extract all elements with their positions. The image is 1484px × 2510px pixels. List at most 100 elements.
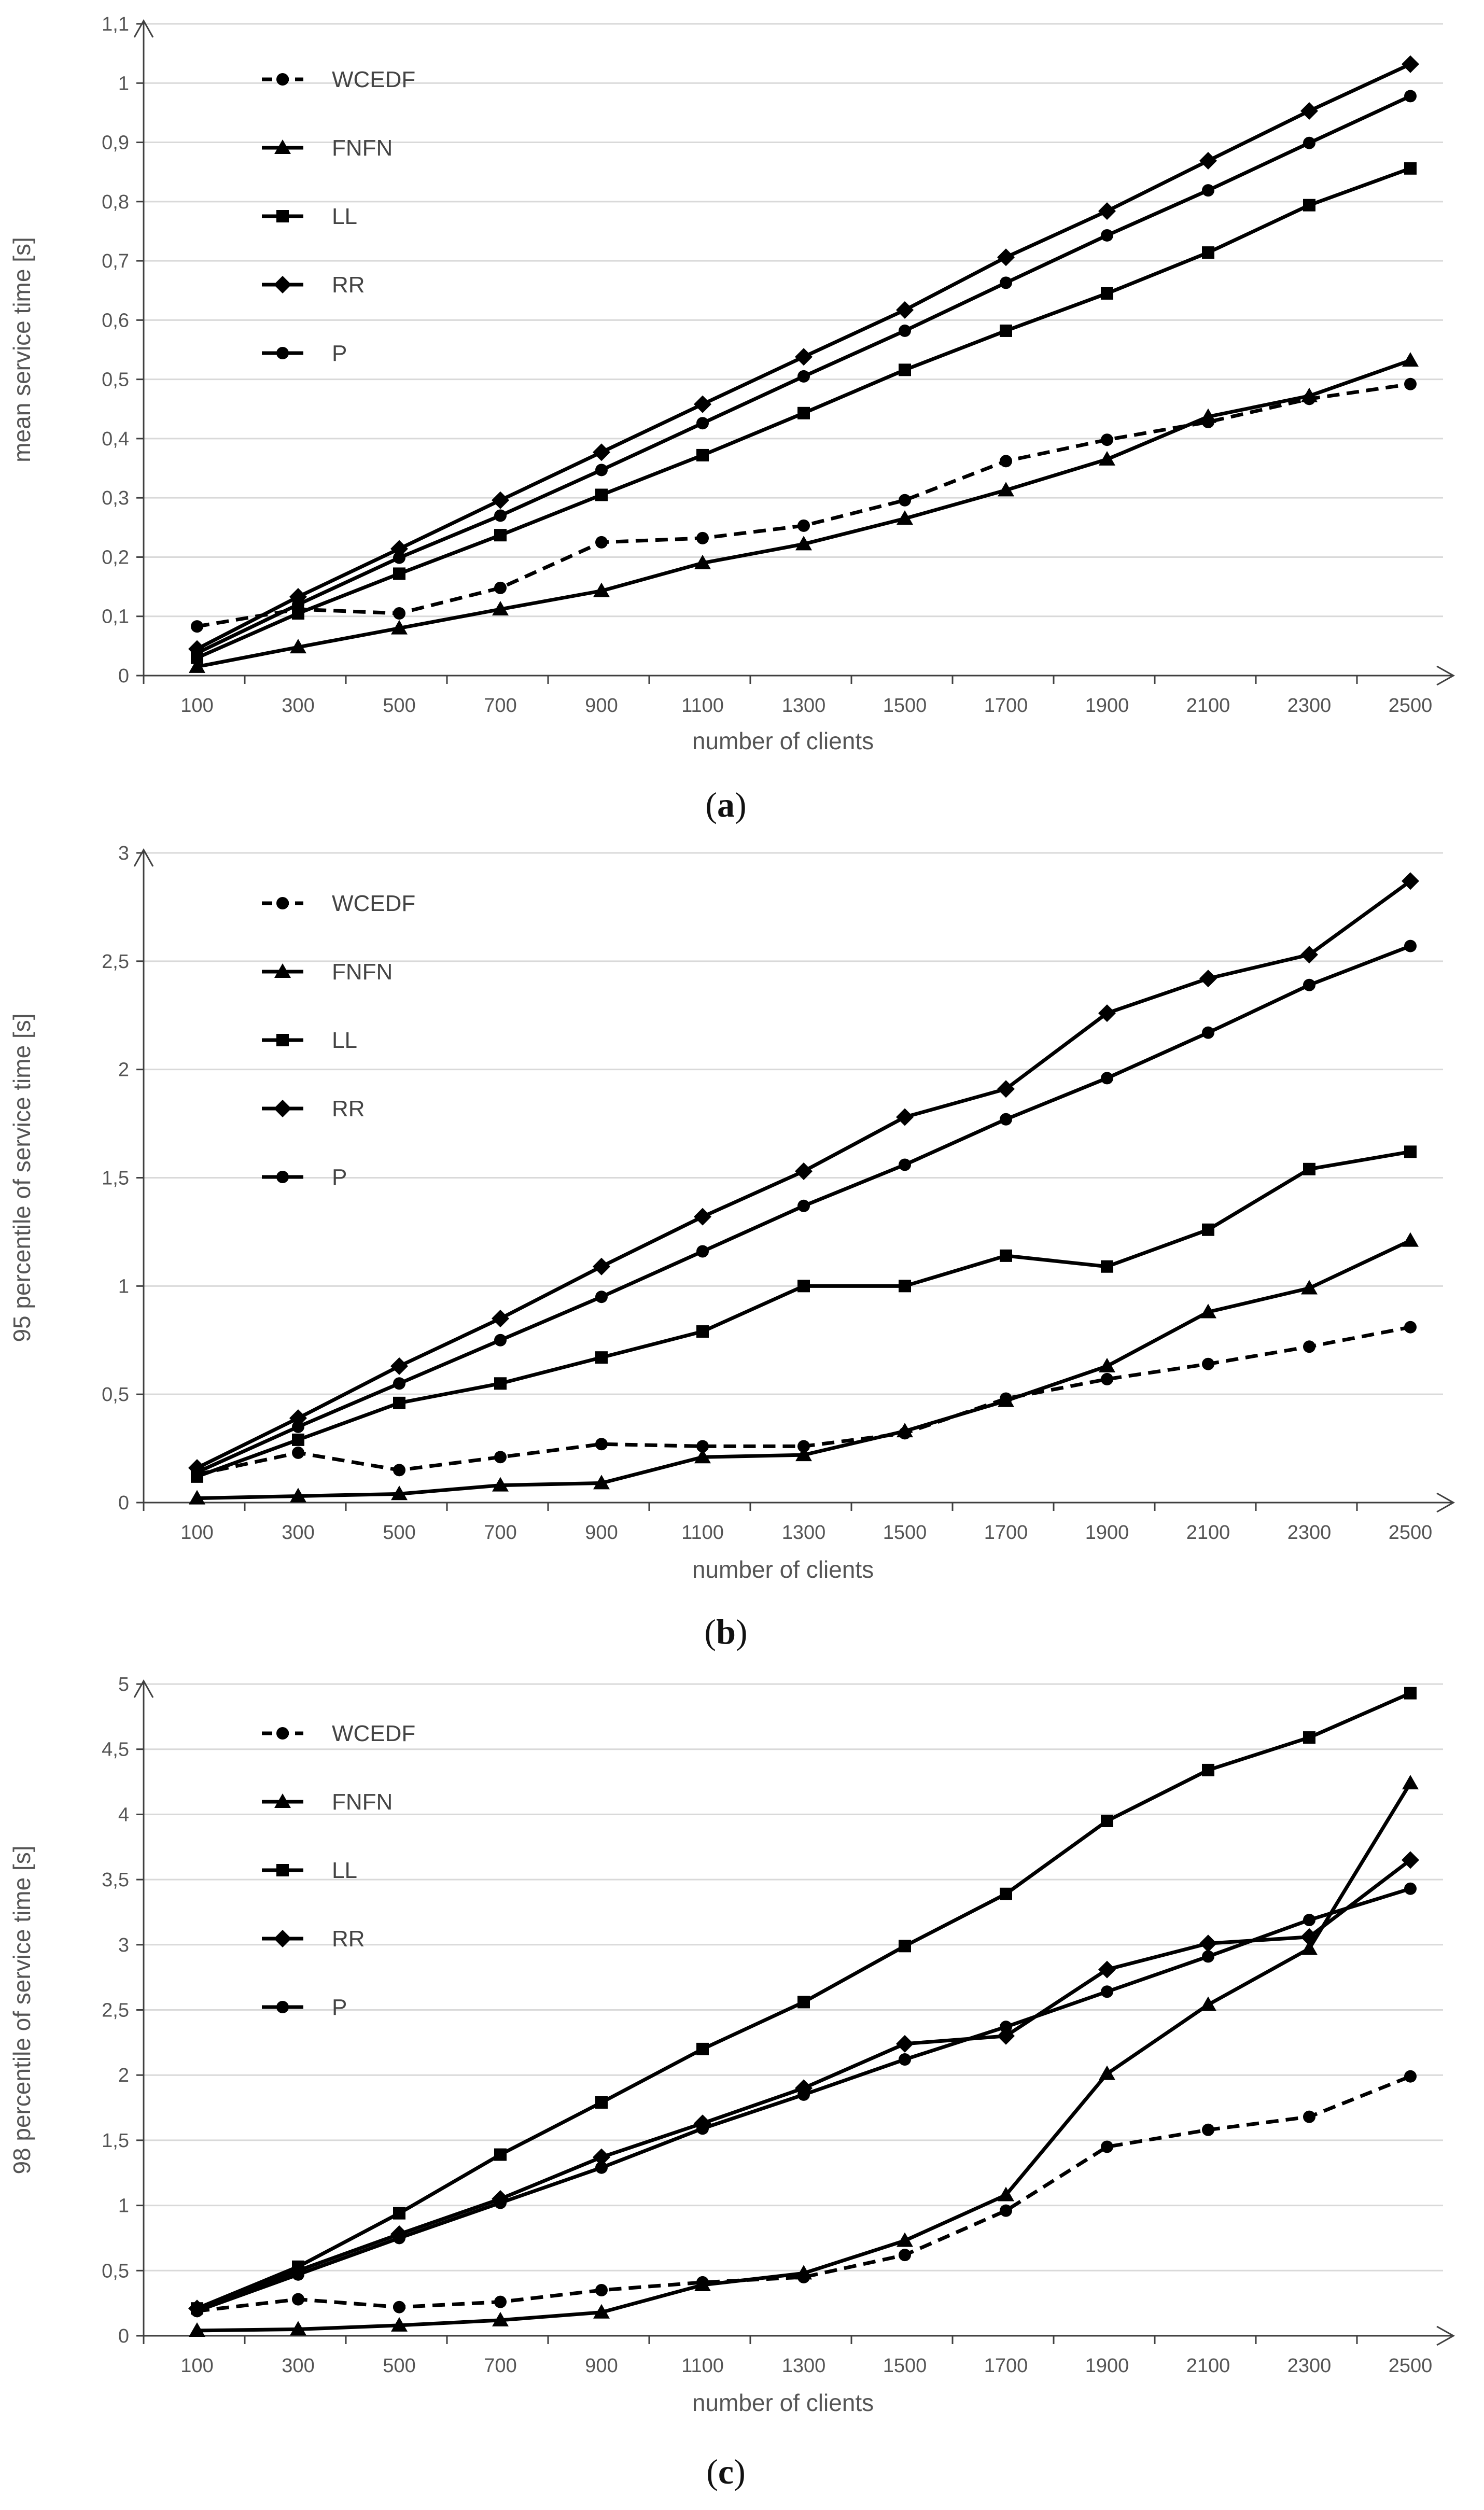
data-point-fnfn [492,2311,509,2326]
data-point-p [292,2268,304,2281]
legend-label-wcedf: WCEDF [332,891,415,916]
data-point-rr [1300,1928,1318,1946]
x-tick-label: 300 [282,1522,314,1544]
x-tick-label: 100 [180,695,213,717]
x-axis-arrow [1436,2325,1455,2346]
legend-marker-rr [274,276,291,293]
x-tick-label: 1900 [1085,695,1129,717]
data-point-ll [494,1377,507,1390]
data-point-p [899,324,911,337]
data-point-wcedf [797,519,810,532]
data-point-p [1404,90,1417,103]
x-tick-label: 2300 [1287,1522,1332,1544]
data-point-fnfn [694,1449,711,1464]
data-point-wcedf [1202,2123,1214,2136]
y-tick-label: 0 [118,2325,129,2347]
data-point-fnfn [1099,451,1115,466]
data-point-fnfn [391,2317,408,2332]
data-point-rr [593,2148,610,2166]
y-tick-label: 0,1 [102,606,129,628]
y-tick-label: 0,4 [102,428,129,450]
data-point-ll [1000,1249,1012,1262]
data-point-rr [896,301,914,319]
data-point-wcedf [1404,377,1417,390]
x-tick-label: 900 [585,2355,618,2377]
data-point-fnfn [795,1447,812,1462]
x-tick-label: 700 [484,2355,516,2377]
data-point-fnfn [290,2321,306,2336]
legend-marker-fnfn [274,963,291,978]
data-point-ll [595,2096,608,2109]
legend-marker-ll [276,1864,289,1876]
data-point-wcedf [595,536,608,549]
y-axis-arrow [133,19,154,38]
series-line-fnfn [197,1782,1412,2333]
data-point-fnfn [998,1392,1014,1407]
y-axis-label: 95 percentile of service time [s] [8,1013,35,1342]
data-point-wcedf [292,2293,304,2306]
data-point-wcedf [595,1438,608,1451]
x-tick-label: 900 [585,695,618,717]
data-point-p [191,1466,203,1479]
x-tick-label: 1100 [681,2355,724,2377]
data-point-ll [393,567,405,580]
data-point-ll [797,1996,810,2009]
data-point-wcedf [494,581,507,594]
panel-caption: (b) [704,1612,747,1651]
data-point-ll [797,1280,810,1293]
x-tick-label: 1300 [782,695,826,717]
data-point-rr [896,1108,914,1126]
data-point-p [292,598,304,611]
data-point-ll [1303,1162,1315,1175]
y-tick-label: 0 [118,665,129,687]
y-tick-label: 0,9 [102,132,129,154]
data-point-ll [1101,287,1113,300]
data-point-ll [1101,1814,1113,1827]
legend-marker-fnfn [274,1793,291,1808]
data-point-wcedf [1303,2110,1315,2123]
x-tick-label: 2100 [1186,1522,1230,1544]
data-point-ll [899,1940,911,1953]
data-point-fnfn [694,554,711,569]
data-point-ll [1000,324,1012,337]
data-point-fnfn [593,2304,610,2319]
data-point-fnfn [189,1490,205,1505]
data-point-p [1202,184,1214,197]
x-tick-label: 1500 [883,695,927,717]
data-point-fnfn [795,536,812,551]
x-axis-arrow [1436,1492,1455,1513]
data-point-p [595,2161,608,2174]
y-tick-label: 0,2 [102,546,129,568]
data-point-p [797,1199,810,1212]
data-point-fnfn [593,1475,610,1490]
data-point-p [1000,1113,1012,1126]
legend-marker-ll [276,1034,289,1046]
panel-caption: (c) [706,2452,746,2491]
y-tick-label: 1 [118,1275,129,1297]
data-point-ll [1000,1887,1012,1900]
x-tick-label: 1100 [681,695,724,717]
data-point-p [1202,1950,1214,1963]
y-tick-label: 2,5 [102,951,129,973]
data-point-p [696,1245,709,1258]
x-axis-label: number of clients [692,1556,874,1583]
x-tick-label: 500 [383,695,415,717]
x-tick-label: 500 [383,2355,415,2377]
data-point-rr [795,1162,813,1180]
data-point-wcedf [1101,1372,1113,1385]
data-point-ll [292,1433,304,1446]
y-tick-label: 0,7 [102,250,129,272]
x-tick-label: 2300 [1287,695,1332,717]
data-point-rr [1098,1960,1116,1979]
data-point-wcedf [1000,455,1012,468]
data-point-rr [1402,1851,1419,1869]
data-point-p [393,1377,405,1390]
data-point-rr [997,1080,1015,1098]
data-point-p [393,2232,405,2245]
data-point-fnfn [1402,1232,1419,1247]
data-point-wcedf [494,1451,507,1464]
data-point-rr [997,248,1015,267]
data-point-fnfn [897,2232,913,2247]
y-tick-label: 4 [118,1804,129,1826]
x-tick-label: 1900 [1085,2355,1129,2377]
